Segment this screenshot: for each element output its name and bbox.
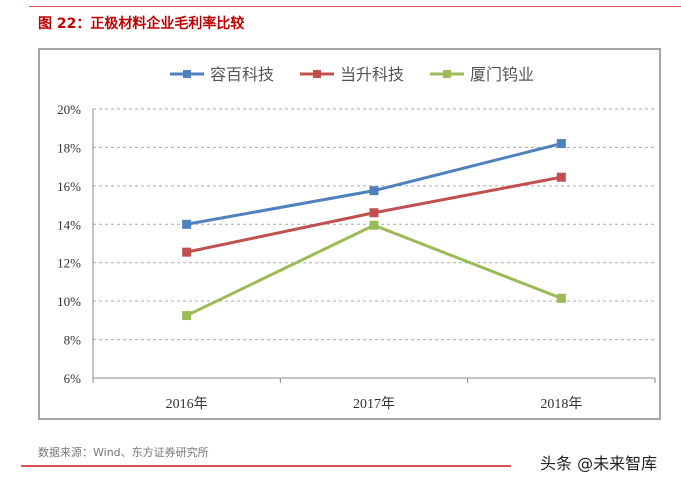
- series-line: [186, 223, 562, 317]
- data-point: [182, 311, 192, 321]
- top-rule: [29, 6, 681, 7]
- legend-label: 容百科技: [210, 65, 274, 84]
- y-tick-label: 16%: [57, 179, 81, 194]
- x-tick-label: 2016年: [166, 396, 208, 412]
- y-tick-label: 18%: [57, 140, 81, 155]
- data-point: [556, 139, 566, 149]
- bottom-rule: [21, 465, 511, 467]
- chart-frame: [38, 48, 661, 420]
- data-point: [182, 247, 192, 257]
- data-point: [182, 219, 192, 229]
- data-point: [556, 172, 566, 182]
- y-tick-label: 6%: [64, 371, 82, 386]
- source-note: 数据来源：Wind、东方证券研究所: [38, 446, 209, 459]
- data-point: [369, 220, 379, 230]
- y-tick-label: 10%: [57, 294, 81, 309]
- data-point: [369, 186, 379, 196]
- x-tick-label: 2017年: [353, 396, 395, 412]
- watermark: 头条 @未来智库: [540, 454, 658, 473]
- legend-marker: [443, 70, 451, 78]
- y-tick-label: 12%: [57, 256, 81, 271]
- legend-label: 当升科技: [340, 65, 404, 84]
- y-tick-label: 8%: [64, 333, 82, 348]
- figure-title: 图 22：正极材料企业毛利率比较: [38, 16, 245, 32]
- y-tick-label: 20%: [57, 102, 81, 117]
- data-point: [369, 208, 379, 218]
- data-point: [556, 293, 566, 303]
- y-tick-label: 14%: [57, 217, 81, 232]
- legend-label: 厦门钨业: [470, 65, 534, 84]
- x-tick-label: 2018年: [540, 396, 582, 412]
- legend-marker: [313, 70, 321, 78]
- legend-marker: [183, 70, 191, 78]
